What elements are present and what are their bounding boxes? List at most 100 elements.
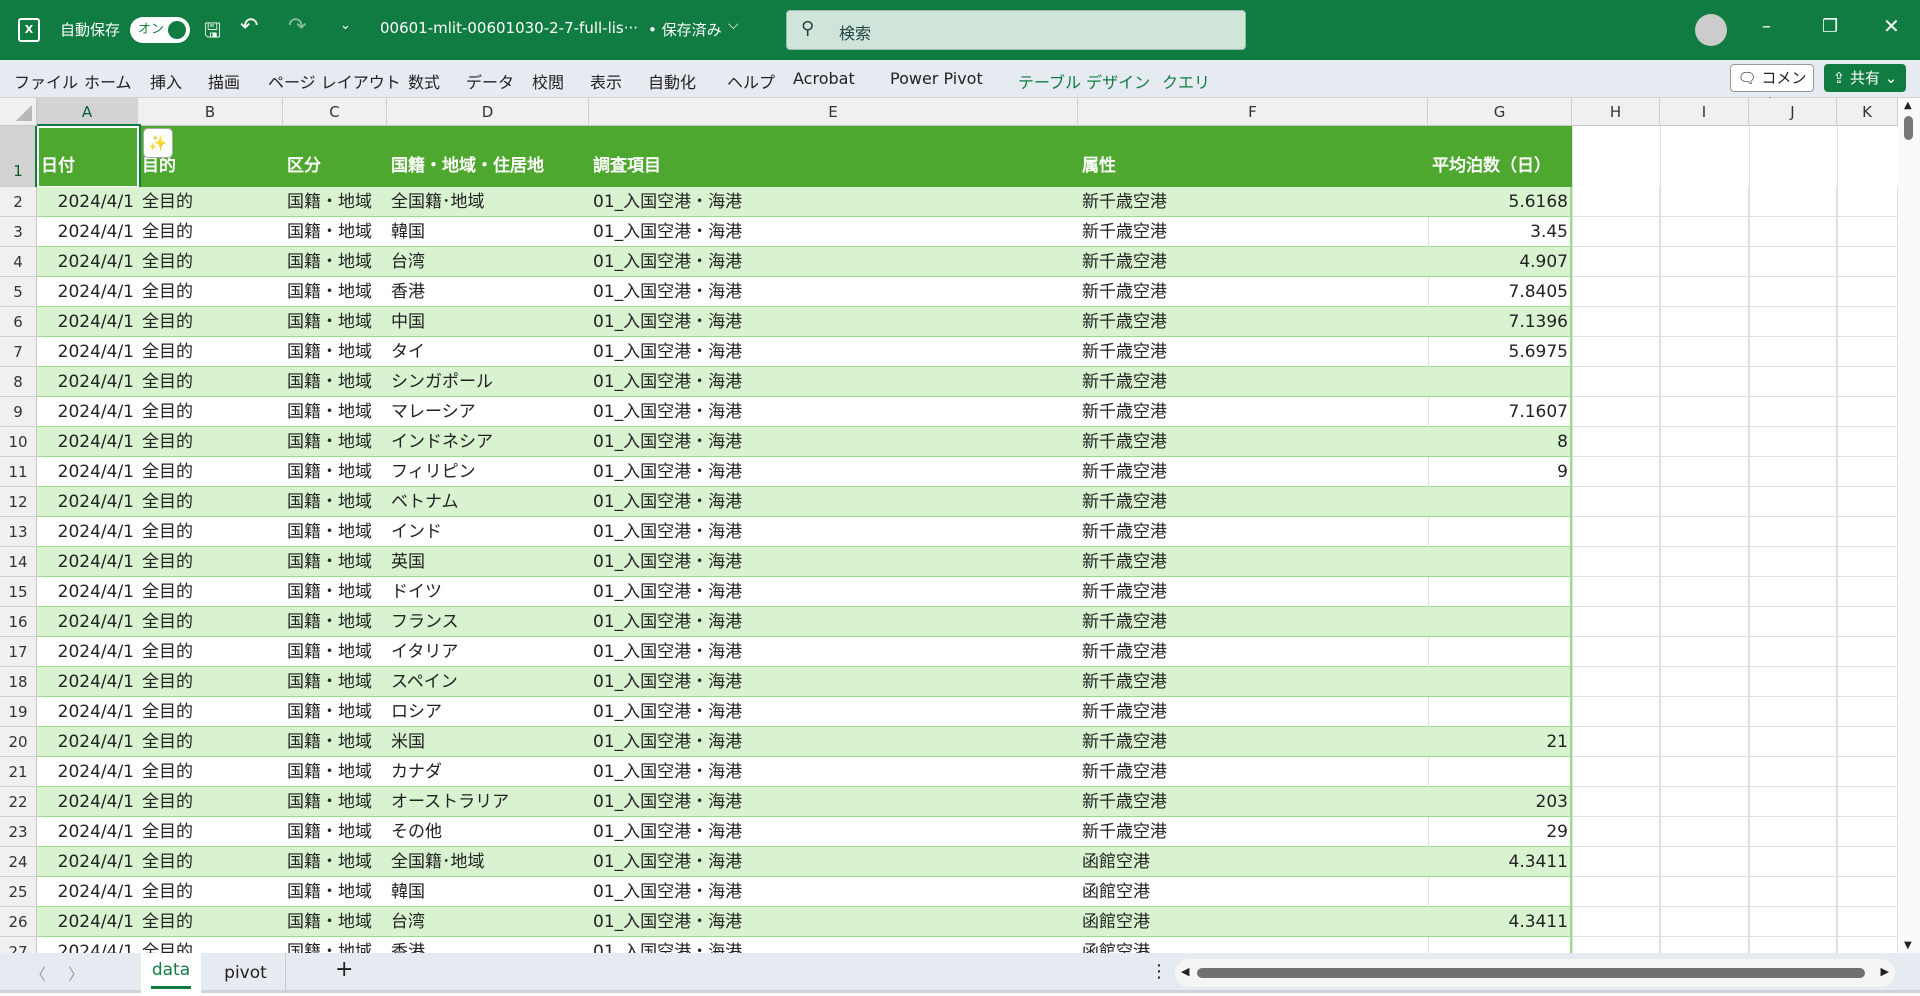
vertical-scrollbar[interactable]: ▲ ▼ — [1898, 98, 1920, 953]
column-header-g[interactable]: G — [1428, 98, 1572, 126]
table-cell[interactable]: 国籍・地域 — [287, 882, 372, 902]
table-cell[interactable]: 新千歳空港 — [1082, 402, 1167, 422]
empty-cell[interactable] — [1837, 697, 1898, 727]
comment-button[interactable]: 🗨 コメント — [1730, 64, 1814, 113]
table-cell[interactable]: 英国 — [391, 552, 425, 572]
table-cell[interactable]: 01_入国空港・海港 — [593, 192, 743, 212]
empty-cell[interactable] — [1749, 547, 1837, 577]
column-header-k[interactable]: K — [1837, 98, 1898, 126]
table-cell[interactable]: 01_入国空港・海港 — [593, 702, 743, 722]
ribbon-tab[interactable]: 挿入 — [150, 73, 183, 92]
table-cell[interactable]: オーストラリア — [391, 792, 510, 812]
table-cell[interactable]: 全目的 — [142, 402, 193, 422]
table-cell[interactable]: 韓国 — [391, 882, 425, 902]
empty-cell[interactable] — [1837, 817, 1898, 847]
ribbon-tab[interactable]: データ — [466, 73, 515, 92]
table-cell[interactable]: 国籍・地域 — [287, 822, 372, 842]
table-cell[interactable]: 新千歳空港 — [1082, 702, 1167, 722]
empty-cell[interactable] — [1837, 307, 1898, 337]
table-cell[interactable]: 2024/4/1 — [57, 522, 134, 542]
empty-cell[interactable] — [1837, 187, 1898, 217]
close-icon[interactable]: ✕ — [1883, 14, 1900, 38]
table-cell[interactable]: 01_入国空港・海港 — [593, 762, 743, 782]
quick-analysis-icon[interactable]: ✨ — [143, 128, 173, 158]
table-cell[interactable]: その他 — [391, 822, 442, 842]
empty-cell[interactable] — [1837, 217, 1898, 247]
empty-cell[interactable] — [1749, 397, 1837, 427]
table-cell[interactable]: 国籍・地域 — [287, 522, 372, 542]
table-cell[interactable]: 全目的 — [142, 552, 193, 572]
row-header[interactable]: 9 — [0, 397, 37, 427]
add-sheet-button[interactable]: + — [335, 957, 354, 982]
table-cell[interactable]: 4.3411 — [1508, 912, 1568, 932]
empty-cell[interactable] — [1837, 637, 1898, 667]
empty-cell[interactable] — [1572, 547, 1660, 577]
table-cell[interactable]: 全目的 — [142, 462, 193, 482]
empty-cell[interactable] — [1572, 367, 1660, 397]
table-cell[interactable]: 国籍・地域 — [287, 282, 372, 302]
empty-cell[interactable] — [1660, 517, 1749, 547]
table-cell[interactable]: 新千歳空港 — [1082, 792, 1167, 812]
table-cell[interactable]: スペイン — [391, 672, 458, 692]
table-cell[interactable]: 01_入国空港・海港 — [593, 492, 743, 512]
empty-cell[interactable] — [1660, 637, 1749, 667]
empty-cell[interactable] — [1572, 307, 1660, 337]
empty-cell[interactable] — [1837, 787, 1898, 817]
row-header[interactable]: 3 — [0, 217, 37, 247]
table-cell[interactable]: 01_入国空港・海港 — [593, 372, 743, 392]
row-header[interactable]: 22 — [0, 787, 37, 817]
row-header[interactable]: 8 — [0, 367, 37, 397]
empty-cell[interactable] — [1749, 727, 1837, 757]
table-cell[interactable]: 2024/4/1 — [57, 492, 134, 512]
table-cell[interactable]: 2024/4/1 — [57, 372, 134, 392]
table-cell[interactable]: 全目的 — [142, 702, 193, 722]
search-box[interactable]: ⚲ 検索 — [786, 10, 1246, 50]
table-cell[interactable] — [1428, 547, 1572, 577]
table-cell[interactable]: 韓国 — [391, 222, 425, 242]
empty-cell[interactable] — [1837, 667, 1898, 697]
table-cell[interactable]: 全目的 — [142, 192, 193, 212]
table-cell[interactable]: 全目的 — [142, 882, 193, 902]
table-cell[interactable]: 2024/4/1 — [57, 612, 134, 632]
empty-cell[interactable] — [1660, 397, 1749, 427]
empty-cell[interactable] — [1749, 487, 1837, 517]
table-cell[interactable]: 新千歳空港 — [1082, 432, 1167, 452]
table-cell[interactable]: 01_入国空港・海港 — [593, 582, 743, 602]
table-cell[interactable] — [1428, 367, 1572, 397]
table-cell[interactable]: 新千歳空港 — [1082, 282, 1167, 302]
table-cell[interactable]: 5.6168 — [1508, 192, 1568, 212]
empty-cell[interactable] — [1837, 547, 1898, 577]
empty-cell[interactable] — [1749, 247, 1837, 277]
table-cell[interactable]: 新千歳空港 — [1082, 252, 1167, 272]
row-header[interactable]: 2 — [0, 187, 37, 217]
table-cell[interactable]: 国籍・地域 — [287, 702, 372, 722]
next-sheet-icon[interactable]: 〉 — [68, 965, 85, 984]
table-cell[interactable]: 01_入国空港・海港 — [593, 282, 743, 302]
table-cell[interactable]: 01_入国空港・海港 — [593, 912, 743, 932]
empty-cell[interactable] — [1660, 697, 1749, 727]
empty-cell[interactable] — [1572, 637, 1660, 667]
table-cell[interactable]: 国籍・地域 — [287, 912, 372, 932]
row-header[interactable]: 16 — [0, 607, 37, 637]
table-cell[interactable]: 新千歳空港 — [1082, 582, 1167, 602]
empty-cell[interactable] — [1749, 757, 1837, 787]
table-cell[interactable]: 国籍・地域 — [287, 222, 372, 242]
empty-cell[interactable] — [1660, 277, 1749, 307]
empty-cell[interactable] — [1749, 577, 1837, 607]
table-cell[interactable]: 新千歳空港 — [1082, 642, 1167, 662]
table-cell[interactable]: 全目的 — [142, 492, 193, 512]
file-name[interactable]: 00601-mlit-00601030-2-7-full-lis··· — [380, 19, 639, 37]
empty-cell[interactable] — [1749, 637, 1837, 667]
table-cell[interactable]: 台湾 — [391, 252, 425, 272]
table-cell[interactable]: 全目的 — [142, 912, 193, 932]
table-cell[interactable]: 全目的 — [142, 642, 193, 662]
empty-cell[interactable] — [1749, 817, 1837, 847]
table-cell[interactable]: 国籍・地域 — [287, 432, 372, 452]
table-cell[interactable]: 2024/4/1 — [57, 312, 134, 332]
ribbon-tab[interactable]: 表示 — [590, 73, 623, 92]
table-cell[interactable]: 01_入国空港・海港 — [593, 522, 743, 542]
table-cell[interactable]: 01_入国空港・海港 — [593, 612, 743, 632]
table-cell[interactable]: フランス — [391, 612, 459, 632]
table-cell[interactable]: 国籍・地域 — [287, 192, 372, 212]
table-cell[interactable]: 全国籍･地域 — [391, 852, 485, 872]
